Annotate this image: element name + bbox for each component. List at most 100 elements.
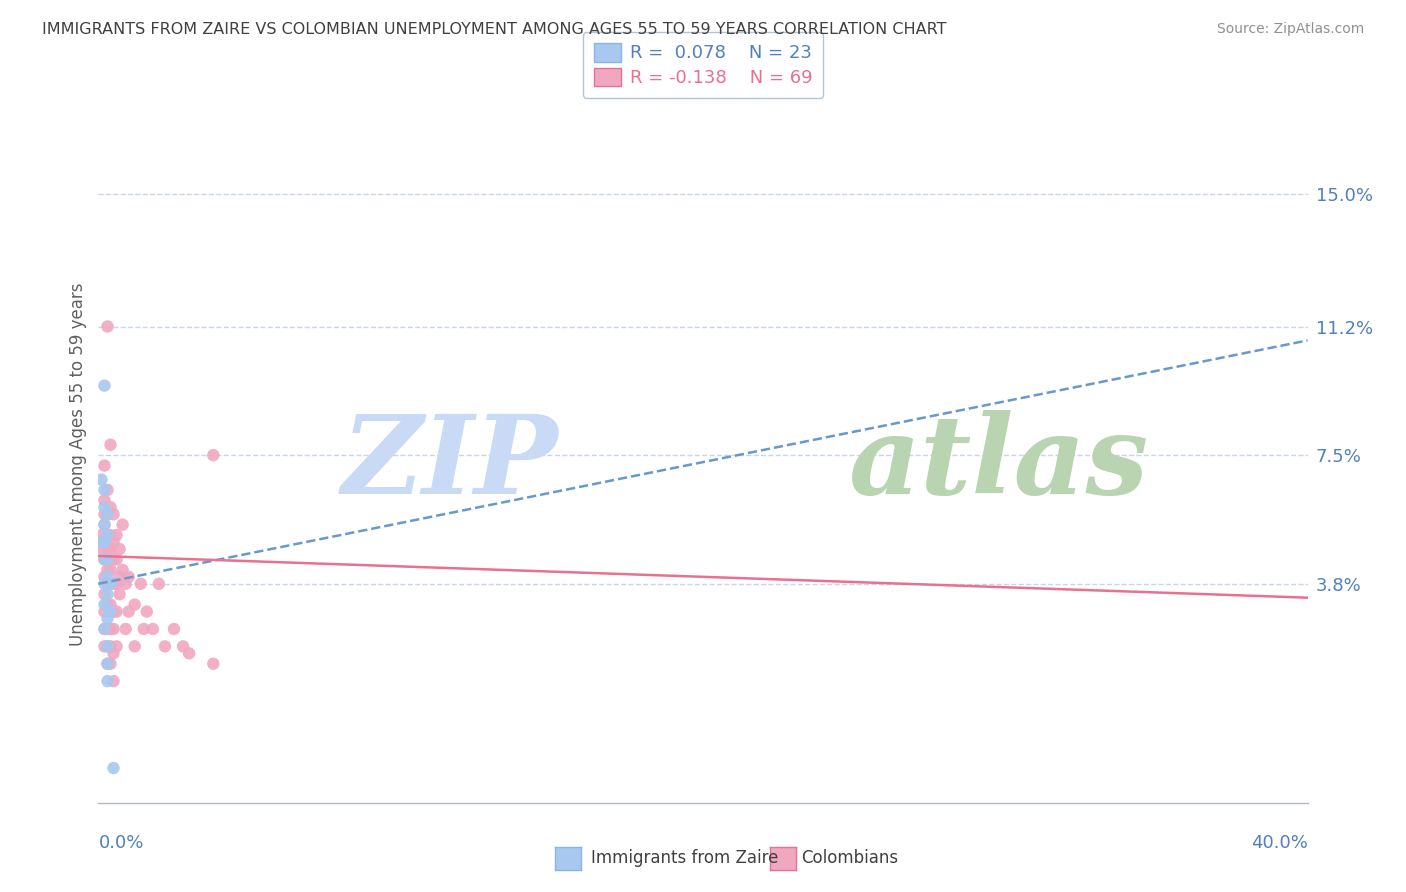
Point	[93, 622, 115, 636]
Point	[124, 640, 146, 654]
Point	[108, 587, 131, 601]
Point	[177, 646, 201, 660]
Point	[90, 535, 112, 549]
Point	[105, 576, 128, 591]
Point	[93, 587, 115, 601]
Text: Immigrants from Zaire: Immigrants from Zaire	[591, 849, 778, 867]
Point	[96, 552, 118, 566]
Point	[105, 640, 128, 654]
Point	[114, 576, 136, 591]
Point	[100, 605, 122, 619]
Point	[96, 483, 118, 497]
Point	[96, 563, 118, 577]
Point	[108, 570, 131, 584]
Point	[100, 640, 122, 654]
Point	[96, 657, 118, 671]
Point	[100, 500, 122, 515]
Point	[100, 563, 122, 577]
Point	[93, 576, 115, 591]
Point	[114, 622, 136, 636]
Point	[96, 570, 118, 584]
Point	[96, 319, 118, 334]
Text: Source: ZipAtlas.com: Source: ZipAtlas.com	[1216, 22, 1364, 37]
Point	[93, 570, 115, 584]
Point	[105, 552, 128, 566]
Point	[96, 622, 118, 636]
Point	[100, 438, 122, 452]
Point	[202, 448, 225, 462]
Text: atlas: atlas	[848, 410, 1149, 517]
Point	[93, 508, 115, 522]
Point	[103, 761, 125, 775]
Point	[103, 646, 125, 660]
Point	[90, 473, 112, 487]
Point	[96, 528, 118, 542]
Point	[96, 657, 118, 671]
Point	[96, 508, 118, 522]
Point	[129, 576, 152, 591]
Point	[93, 500, 115, 515]
Point	[93, 598, 115, 612]
Text: 0.0%: 0.0%	[98, 834, 143, 852]
Point	[135, 605, 157, 619]
Point	[90, 541, 112, 556]
Point	[93, 622, 115, 636]
Point	[93, 552, 115, 566]
Point	[132, 622, 155, 636]
Point	[103, 605, 125, 619]
Point	[111, 517, 134, 532]
Point	[93, 605, 115, 619]
Point	[103, 508, 125, 522]
Point	[96, 576, 118, 591]
Point	[103, 622, 125, 636]
Point	[93, 535, 115, 549]
Point	[93, 517, 115, 532]
Point	[96, 674, 118, 689]
Point	[142, 622, 165, 636]
Point	[111, 563, 134, 577]
Point	[93, 483, 115, 497]
Point	[100, 576, 122, 591]
Point	[103, 576, 125, 591]
Point	[96, 640, 118, 654]
Text: Colombians: Colombians	[801, 849, 898, 867]
Point	[100, 576, 122, 591]
Point	[108, 541, 131, 556]
Point	[105, 528, 128, 542]
Point	[100, 541, 122, 556]
Point	[105, 605, 128, 619]
Point	[202, 657, 225, 671]
Legend: R =  0.078    N = 23, R = -0.138    N = 69: R = 0.078 N = 23, R = -0.138 N = 69	[583, 32, 823, 98]
Point	[96, 528, 118, 542]
Point	[96, 611, 118, 625]
Point	[96, 587, 118, 601]
Point	[96, 640, 118, 654]
Point	[103, 535, 125, 549]
Point	[100, 657, 122, 671]
Text: ZIP: ZIP	[342, 410, 558, 517]
Point	[96, 541, 118, 556]
Point	[93, 378, 115, 392]
Y-axis label: Unemployment Among Ages 55 to 59 years: Unemployment Among Ages 55 to 59 years	[69, 282, 87, 646]
Point	[118, 605, 141, 619]
Point	[153, 640, 176, 654]
Point	[100, 528, 122, 542]
Point	[96, 598, 118, 612]
Point	[103, 674, 125, 689]
Text: IMMIGRANTS FROM ZAIRE VS COLOMBIAN UNEMPLOYMENT AMONG AGES 55 TO 59 YEARS CORREL: IMMIGRANTS FROM ZAIRE VS COLOMBIAN UNEMP…	[42, 22, 946, 37]
Point	[96, 508, 118, 522]
Point	[124, 598, 146, 612]
Point	[118, 570, 141, 584]
Point	[93, 535, 115, 549]
Point	[103, 552, 125, 566]
Point	[100, 598, 122, 612]
Text: 40.0%: 40.0%	[1251, 834, 1308, 852]
Point	[163, 622, 186, 636]
Point	[93, 517, 115, 532]
Point	[172, 640, 194, 654]
Point	[148, 576, 170, 591]
Point	[93, 493, 115, 508]
Point	[93, 458, 115, 473]
Point	[93, 552, 115, 566]
Point	[90, 528, 112, 542]
